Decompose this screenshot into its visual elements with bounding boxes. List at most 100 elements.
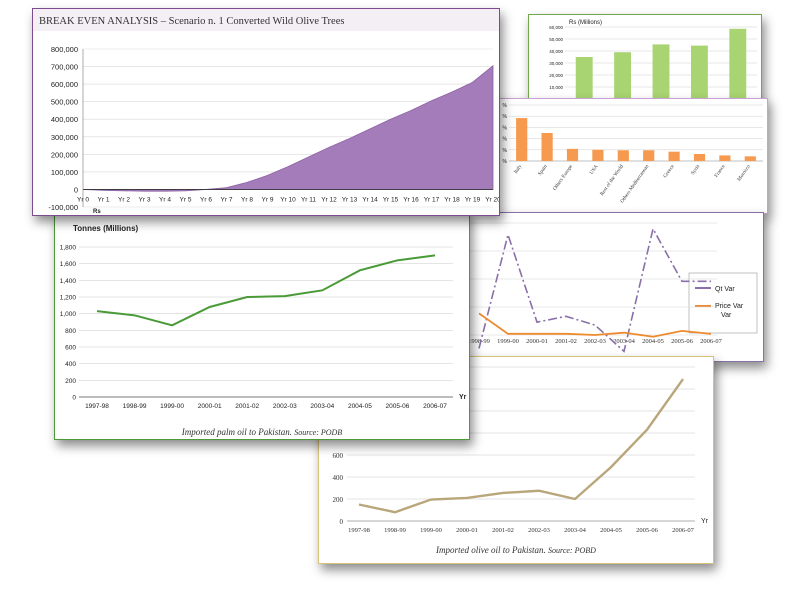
x-tick-label: Others Europe (552, 163, 575, 192)
x-tick-label: Others Mediterranean (619, 163, 650, 204)
x-tick-label: Yr 3 (139, 196, 151, 203)
variance-line-chart: Qt Var Price Var Var 1998-99 1999-00 2000-… (449, 222, 758, 353)
y-tick-label: 200 (333, 496, 344, 504)
x-tick-label: 1998-99 (123, 403, 147, 410)
bar (617, 150, 629, 161)
x-tick-label: Yr 4 (159, 196, 171, 203)
x-tick-label: Spain (537, 163, 549, 176)
x-tick-label: France (714, 163, 727, 179)
x-tick-label: Yr 12 (321, 196, 337, 203)
x-tick-label: 2000-01 (526, 338, 548, 345)
y-tick-label: 1,400 (60, 278, 77, 285)
caption-source: Source: POBD (548, 546, 596, 555)
chart-title: BREAK EVEN ANALYSIS – Scenario n. 1 Conv… (39, 16, 344, 27)
country-share-bar-chart-card: %%%%%% Italy Spain Others Europe USA Rest of … (478, 98, 768, 214)
x-tick-label: Yr 13 (342, 196, 358, 203)
y-tick-label: 1,800 (60, 245, 77, 252)
rs-millions-bar-chart: Rs (Millions) 60,000 50,000 40,000 30,000 20… (549, 20, 757, 99)
y-tick-label: 0 (74, 185, 78, 194)
bar (575, 57, 593, 99)
y-tick-label: 30,000 (549, 61, 563, 66)
x-tick-label: Syria (690, 163, 702, 176)
y-tick-label: 400 (65, 361, 76, 368)
y-tick-label: 600 (65, 345, 76, 352)
x-tick-label: Yr 19 (465, 196, 481, 203)
x-tick-label: Yr 17 (424, 196, 440, 203)
title-rest: – Scenario n. 1 Converted Wild Olive Tre… (158, 16, 344, 27)
legend-price-label: Price Var (715, 303, 744, 310)
bar (541, 133, 553, 161)
series-line (358, 378, 684, 514)
x-tick-label: 2006-07 (423, 403, 447, 410)
y-tick-label: 700,000 (51, 63, 78, 72)
palm-oil-imports-chart-card: Tonnes (Millions) Yr 1,800 1,600 1,400 1,20… (54, 210, 470, 440)
break-even-chart-card: BREAK EVEN ANALYSIS – Scenario n. 1 Conv… (32, 8, 500, 216)
y-tick-label: % (503, 148, 508, 154)
bar (729, 28, 747, 99)
x-tick-label: USA (589, 164, 600, 176)
olive-caption: Imported olive oil to Pakistan. Source: … (319, 545, 713, 555)
y-tick-label: 40,000 (549, 49, 563, 54)
bar (744, 156, 756, 161)
y-tick-label: 20,000 (549, 73, 563, 78)
caption-text: Imported olive oil to Pakistan. (436, 545, 546, 555)
bar (719, 155, 731, 161)
y-tick-label: -100,000 (48, 203, 78, 212)
y-tick-label: 100,000 (51, 168, 78, 177)
x-tick-label: 2000-01 (456, 527, 478, 534)
x-tick-label: 2005-06 (671, 338, 693, 345)
x-tick-label: Yr 6 (200, 196, 212, 203)
bar (614, 52, 632, 99)
x-tick-label: 2003-04 (564, 527, 586, 534)
x-tick-label: 1997-98 (348, 527, 370, 534)
legend-box (688, 272, 758, 334)
y-axis-label: Tonnes (Millions) (73, 224, 139, 233)
x-tick-label: 1998-99 (468, 338, 490, 345)
x-tick-label: 2006-07 (672, 527, 694, 534)
legend-qt-label: Qt Var (715, 286, 735, 293)
x-tick-label: Yr 8 (241, 196, 253, 203)
break-even-area-chart: BREAK EVEN ANALYSIS – Scenario n. 1 Conv… (33, 9, 500, 215)
x-tick-label: Yr 2 (118, 196, 130, 203)
series-line (478, 312, 712, 338)
y-tick-label: 50,000 (549, 37, 563, 42)
x-tick-label: Morocco (736, 163, 752, 182)
y-tick-label: 200,000 (51, 150, 78, 159)
x-tick-label: Italy (513, 163, 524, 175)
y-tick-label: 1,000 (60, 311, 77, 318)
bar (592, 149, 604, 161)
y-tick-label: 1,200 (60, 295, 77, 302)
caption-source: Source: PODB (294, 428, 343, 437)
x-tick-label: Yr 9 (262, 196, 274, 203)
y-axis-label: Rs (Millions) (569, 20, 602, 26)
x-tick-label: 2002-03 (273, 403, 297, 410)
x-tick-label: 1999-00 (420, 527, 442, 534)
palm-caption: Imported palm oil to Pakistan. Source: P… (55, 427, 469, 437)
y-tick-label: % (503, 137, 508, 143)
y-tick-label: 400 (333, 474, 344, 482)
x-tick-label: Yr 20 (485, 196, 500, 203)
x-tick-label: Greece (662, 163, 676, 179)
caption-text: Imported palm oil to Pakistan. (181, 427, 293, 437)
bar (668, 151, 680, 161)
y-tick-label: 60,000 (549, 25, 563, 30)
y-tick-label: % (503, 159, 508, 165)
x-tick-label: 1999-00 (160, 403, 184, 410)
y-axis-label: Rs (93, 209, 101, 215)
y-tick-label: % (503, 125, 508, 131)
x-tick-label: 1997-98 (85, 403, 109, 410)
x-tick-label: Yr 15 (383, 196, 399, 203)
y-tick-label: 500,000 (51, 98, 78, 107)
y-tick-label: 800 (65, 328, 76, 335)
x-tick-label: Yr 11 (301, 196, 316, 203)
y-tick-label: 1,600 (60, 261, 77, 268)
y-tick-label: 10,000 (549, 85, 563, 90)
y-tick-label: 200 (65, 378, 76, 385)
bar (566, 148, 579, 161)
y-tick-label: 600 (333, 452, 344, 460)
x-tick-label: 1999-00 (497, 338, 519, 345)
title-band (33, 9, 499, 31)
x-tick-label: Yr 14 (362, 196, 378, 203)
x-tick-label: 2003-04 (310, 403, 334, 410)
x-tick-label: Yr 5 (180, 196, 192, 203)
